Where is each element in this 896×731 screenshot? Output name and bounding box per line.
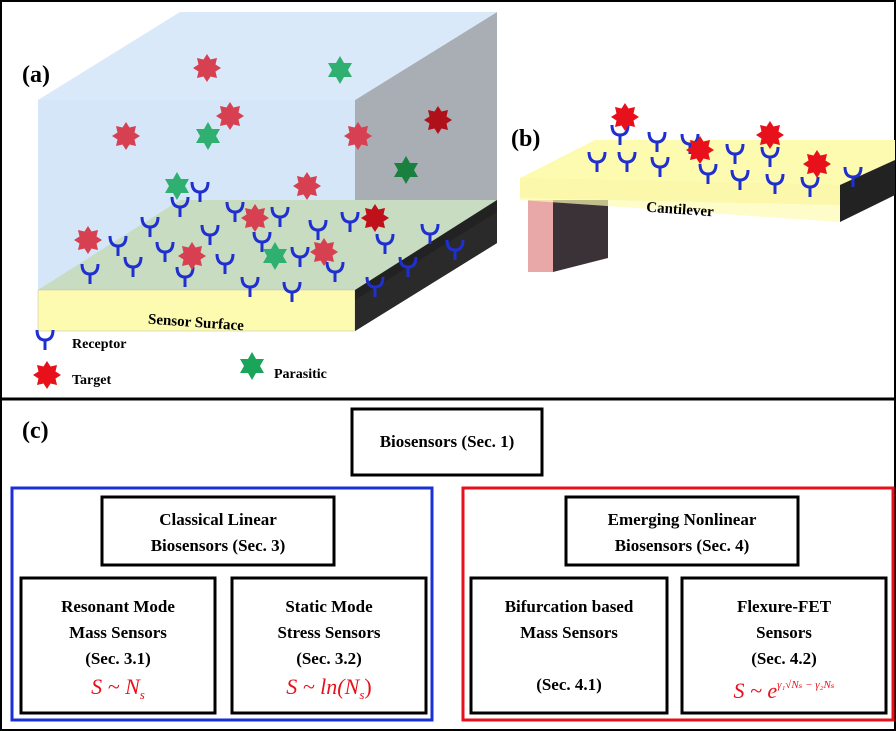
root-text: Biosensors (Sec. 1) [380,432,515,451]
flexure-formula: S ~ eγ₁√Nₛ − γ₂Nₛ [733,678,834,703]
cantilever-support-side [553,200,608,272]
panel-a-label: (a) [22,62,50,88]
classical-group-frame [10,486,434,722]
panel-c: (c) Biosensors (Sec. 1) Classical Linear… [10,407,895,722]
cantilever-label: Cantilever [646,200,715,221]
cantilever-beam-front2 [520,178,840,222]
flexure-box [680,576,888,715]
static-text-2: Stress Sensors [277,623,380,642]
legend-receptor-label: Receptor [72,337,126,352]
bifurcation-text-3: (Sec. 4.1) [536,675,602,694]
flexure-text-1: Flexure-FET [737,597,832,616]
flexure-text-2: Sensors [756,623,812,642]
cantilever-support-front [528,200,553,272]
classical-text-2: Biosensors (Sec. 3) [151,536,286,555]
panel-a: Sensor Surface Receptor Target Parasitic… [22,12,497,389]
emerging-box [564,495,800,567]
legend-receptor: Receptor [35,328,126,352]
resonant-text-1: Resonant Mode [61,597,175,616]
bifurcation-box [469,576,669,715]
legend-parasitic-label: Parasitic [274,367,327,382]
emerging-group-frame [461,486,895,722]
legend-target: Target [33,361,111,389]
panel-b-label: (b) [511,126,540,152]
bifurcation-text-1: Bifurcation based [505,597,634,616]
resonant-formula: S ~ Ns [91,674,145,702]
classical-box [100,495,336,567]
flexure-text-3: (Sec. 4.2) [751,649,817,668]
sensor-surface-label: Sensor Surface [147,312,244,335]
root-box [350,407,544,477]
resonant-text-3: (Sec. 3.1) [85,649,151,668]
legend-target-label: Target [72,373,111,388]
fluid-box-top [38,12,497,100]
classical-text-1: Classical Linear [159,510,277,529]
cantilever-beam-side [840,160,895,222]
static-formula: S ~ ln(Ns) [286,674,371,702]
static-text-1: Static Mode [285,597,373,616]
emerging-text-2: Biosensors (Sec. 4) [615,536,750,555]
emerging-text-1: Emerging Nonlinear [608,510,757,529]
legend-parasitic: Parasitic [240,352,327,382]
resonant-text-2: Mass Sensors [69,623,167,642]
static-text-3: (Sec. 3.2) [296,649,362,668]
panel-c-label: (c) [22,418,49,444]
static-box [230,576,428,715]
resonant-box [19,576,217,715]
bifurcation-text-2: Mass Sensors [520,623,618,642]
panel-b: Cantilever (b) [511,103,895,272]
